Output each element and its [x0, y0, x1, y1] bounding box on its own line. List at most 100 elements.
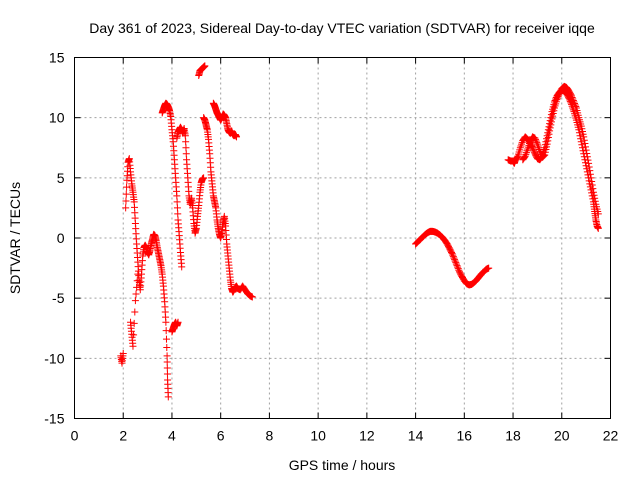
- data-point: [178, 263, 186, 271]
- data-point: [572, 103, 580, 111]
- data-point: [173, 204, 181, 212]
- data-point: [568, 94, 576, 102]
- y-tick-label: -10: [44, 350, 64, 366]
- data-point: [174, 210, 182, 218]
- data-point: [134, 270, 142, 278]
- data-point: [531, 134, 539, 142]
- data-point: [525, 141, 533, 149]
- data-point: [571, 101, 579, 109]
- x-tick-label: 20: [554, 428, 570, 444]
- data-point: [571, 100, 579, 108]
- data-point: [588, 181, 596, 189]
- data-point: [133, 277, 141, 285]
- data-point: [449, 253, 457, 261]
- data-point: [201, 62, 209, 70]
- data-point: [133, 283, 141, 291]
- x-tick-label: 12: [359, 428, 375, 444]
- data-point: [532, 137, 540, 145]
- data-point: [181, 132, 189, 140]
- data-point: [545, 123, 553, 131]
- data-point: [591, 194, 599, 202]
- data-point: [122, 197, 130, 205]
- data-point: [547, 111, 555, 119]
- data-point: [568, 92, 576, 100]
- data-point: [162, 327, 170, 335]
- data-point: [451, 257, 459, 265]
- data-point: [182, 150, 190, 158]
- data-point: [544, 137, 552, 145]
- data-point: [535, 146, 543, 154]
- data-point: [122, 204, 130, 212]
- data-point: [513, 154, 521, 162]
- data-point: [553, 96, 561, 104]
- y-tick-label: 5: [57, 170, 65, 186]
- data-point: [129, 342, 137, 350]
- data-point: [450, 254, 458, 262]
- x-tick-label: 0: [71, 428, 79, 444]
- data-point: [132, 290, 140, 298]
- data-point: [580, 133, 588, 141]
- y-tick-label: -15: [44, 411, 64, 427]
- data-point: [522, 150, 530, 158]
- data-point: [536, 149, 544, 157]
- data-point: [517, 142, 525, 150]
- data-point: [589, 188, 597, 196]
- data-point: [546, 127, 554, 135]
- y-tick-label: 10: [49, 110, 65, 126]
- x-tick-label: 16: [457, 428, 473, 444]
- data-point: [521, 152, 529, 160]
- data-point: [173, 192, 181, 200]
- data-point: [541, 144, 549, 152]
- data-point: [540, 152, 548, 160]
- data-point: [453, 262, 461, 270]
- data-point: [587, 174, 595, 182]
- data-point: [564, 85, 572, 93]
- data-point: [163, 352, 171, 360]
- data-point: [586, 167, 594, 175]
- data-point: [580, 136, 588, 144]
- y-tick-label: 0: [57, 230, 65, 246]
- data-point: [554, 93, 562, 101]
- data-point: [586, 170, 594, 178]
- axis-ticks: [74, 57, 611, 419]
- data-point: [532, 136, 540, 144]
- data-point: [119, 350, 127, 358]
- data-point: [233, 133, 241, 141]
- data-point: [579, 147, 587, 155]
- data-point: [570, 98, 578, 106]
- data-point: [576, 132, 584, 140]
- data-point: [485, 264, 493, 272]
- data-point: [162, 318, 170, 326]
- data-point: [182, 144, 190, 152]
- data-point: [578, 141, 586, 149]
- data-point: [533, 139, 541, 147]
- data-point: [162, 335, 170, 343]
- data-point: [535, 144, 543, 152]
- data-point: [522, 149, 530, 157]
- data-point: [546, 120, 554, 128]
- data-points: [117, 62, 602, 401]
- data-point: [123, 183, 131, 191]
- data-point: [590, 191, 598, 199]
- data-point: [524, 143, 532, 151]
- data-point: [164, 393, 172, 401]
- data-point: [585, 159, 593, 167]
- data-point: [248, 293, 256, 301]
- x-tick-label: 8: [266, 428, 274, 444]
- data-point: [523, 147, 531, 155]
- x-tick-label: 4: [168, 428, 176, 444]
- y-axis-label: SDTVAR / TECUs: [7, 182, 23, 294]
- data-point: [545, 130, 553, 138]
- y-tick-label: 15: [49, 50, 65, 66]
- data-point: [122, 190, 130, 198]
- data-point: [575, 126, 583, 134]
- chart-title: Day 361 of 2023, Sidereal Day-to-day VTE…: [89, 20, 595, 36]
- data-point: [173, 198, 181, 206]
- data-point: [577, 135, 585, 143]
- x-tick-label: 18: [505, 428, 521, 444]
- data-point: [452, 259, 460, 267]
- x-tick-label: 6: [217, 428, 225, 444]
- data-point: [529, 144, 537, 152]
- data-point: [534, 142, 542, 150]
